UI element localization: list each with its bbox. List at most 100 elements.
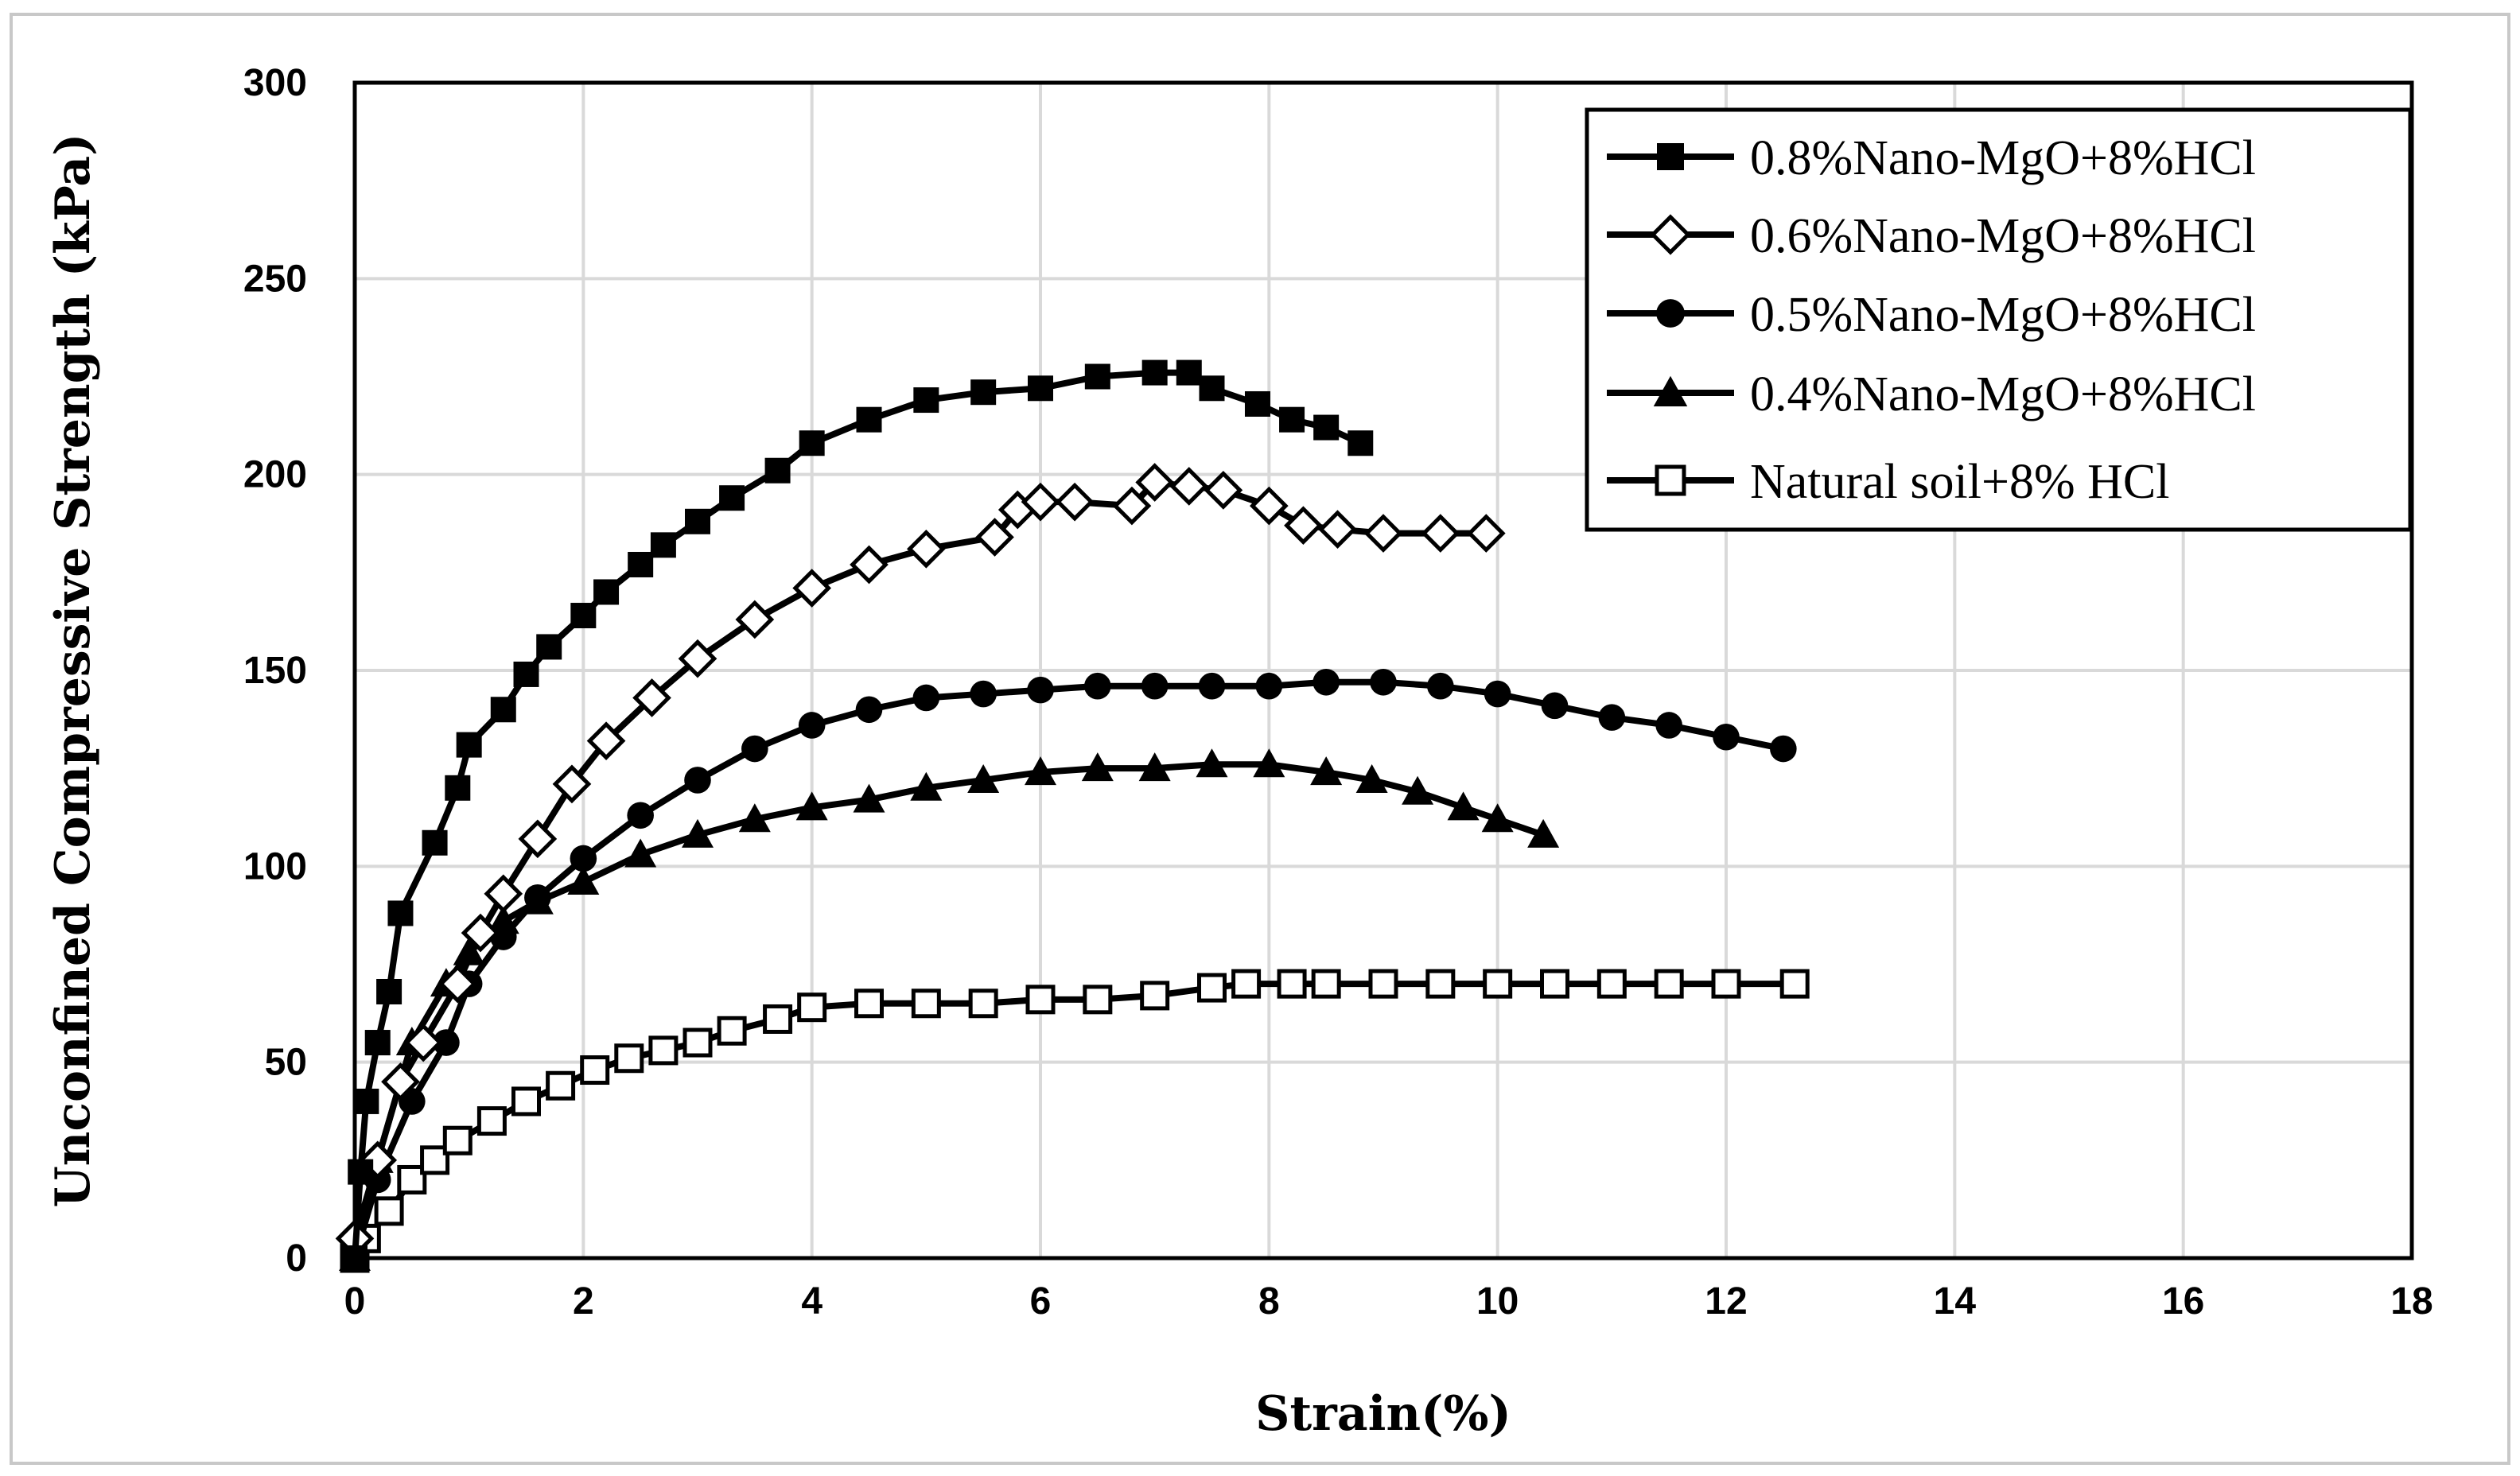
data-point-diamond bbox=[735, 600, 775, 639]
series-line bbox=[352, 981, 1799, 1261]
y-tick-label: 50 bbox=[265, 1042, 307, 1084]
data-point-circle bbox=[1656, 299, 1685, 328]
legend-entry: 0.4%Nano-MgO+8%HCl bbox=[1607, 367, 2256, 421]
data-point-triangle bbox=[853, 783, 885, 813]
data-point-open-square bbox=[1483, 969, 1513, 999]
data-point-circle bbox=[1198, 672, 1226, 700]
data-point-circle bbox=[1027, 676, 1054, 704]
y-tick-label: 150 bbox=[243, 650, 307, 692]
data-point-open-square bbox=[546, 1070, 576, 1101]
data-point-open-square bbox=[797, 992, 827, 1023]
data-point-square bbox=[422, 829, 448, 856]
data-point-diamond bbox=[850, 545, 889, 585]
x-axis-title: Strain(%) bbox=[1255, 1386, 1511, 1442]
data-point-square bbox=[364, 1030, 391, 1056]
data-point-diamond bbox=[403, 1023, 443, 1062]
data-point-circle bbox=[1255, 672, 1283, 700]
data-point-square bbox=[1199, 375, 1225, 402]
data-point-open-square bbox=[511, 1086, 541, 1117]
data-point-circle bbox=[1655, 712, 1682, 739]
data-point-square bbox=[970, 379, 997, 406]
data-point-circle bbox=[798, 712, 826, 739]
data-point-square bbox=[1176, 359, 1202, 386]
data-point-square bbox=[1313, 414, 1340, 441]
data-point-square bbox=[628, 551, 654, 577]
plot-area-frame bbox=[352, 80, 2414, 1260]
data-point-diamond bbox=[1204, 471, 1243, 510]
data-point-square bbox=[913, 387, 939, 414]
data-point-open-square bbox=[1025, 985, 1056, 1015]
data-point-square bbox=[490, 697, 516, 723]
data-point-open-square bbox=[1711, 969, 1741, 999]
data-point-open-square bbox=[911, 989, 941, 1019]
series-layer bbox=[335, 359, 1810, 1273]
data-point-square bbox=[570, 603, 597, 629]
data-point-open-square bbox=[1654, 969, 1684, 999]
data-point-diamond bbox=[438, 964, 477, 1004]
data-point-diamond bbox=[1284, 506, 1323, 546]
data-point-circle bbox=[1427, 672, 1454, 700]
data-point-square bbox=[1657, 143, 1684, 170]
data-point-square bbox=[856, 406, 882, 433]
data-point-circle bbox=[1370, 668, 1397, 696]
data-point-open-square bbox=[442, 1125, 472, 1156]
data-point-circle bbox=[684, 767, 711, 794]
legend-box bbox=[1585, 107, 2413, 532]
data-point-open-square bbox=[763, 1004, 793, 1034]
data-point-open-square bbox=[1540, 969, 1569, 999]
legend: 0.8%Nano-MgO+8%HCl 0.6%Nano-MgO+8%HCl 0.5%… bbox=[1585, 107, 2413, 532]
data-point-circle bbox=[1598, 704, 1626, 731]
x-tick-label: 2 bbox=[573, 1280, 594, 1323]
data-point-diamond bbox=[975, 518, 1014, 557]
data-point-diamond bbox=[1249, 486, 1289, 526]
data-point-open-square bbox=[682, 1027, 713, 1058]
y-tick-label: 0 bbox=[286, 1237, 307, 1280]
data-point-square bbox=[650, 532, 676, 558]
data-point-open-square bbox=[1425, 969, 1456, 999]
data-point-circle bbox=[570, 845, 597, 872]
data-point-circle bbox=[1713, 723, 1740, 751]
x-tick-label: 10 bbox=[1476, 1280, 1519, 1323]
legend-label: 0.5%Nano-MgO+8%HCl bbox=[1750, 288, 2256, 342]
data-point-open-square bbox=[374, 1196, 404, 1226]
data-point-open-square bbox=[1779, 969, 1810, 999]
data-point-diamond bbox=[792, 569, 832, 608]
data-point-triangle bbox=[1447, 791, 1480, 821]
data-point-square bbox=[1279, 406, 1305, 433]
legend-label: 0.4%Nano-MgO+8%HCl bbox=[1750, 367, 2256, 421]
data-point-triangle bbox=[1138, 752, 1171, 782]
data-point-circle bbox=[1484, 680, 1511, 708]
data-point-diamond bbox=[1169, 467, 1209, 506]
data-point-diamond bbox=[1318, 510, 1357, 549]
data-point-open-square bbox=[1368, 969, 1398, 999]
data-point-triangle bbox=[1081, 752, 1114, 782]
data-point-triangle bbox=[967, 763, 1000, 793]
y-tick-label: 100 bbox=[243, 845, 307, 888]
data-point-square bbox=[685, 508, 710, 534]
legend-entry: 0.5%Nano-MgO+8%HCl bbox=[1607, 288, 2256, 342]
series-3 bbox=[341, 668, 1797, 1272]
data-point-diamond bbox=[632, 678, 671, 717]
data-point-triangle bbox=[795, 791, 828, 821]
data-point-triangle bbox=[910, 771, 943, 801]
data-point-open-square bbox=[1083, 985, 1113, 1015]
data-point-diamond bbox=[1021, 482, 1060, 522]
data-point-triangle bbox=[567, 866, 600, 895]
data-point-open-square bbox=[1311, 969, 1341, 999]
data-point-diamond bbox=[484, 874, 523, 914]
data-point-circle bbox=[855, 696, 883, 724]
data-point-open-square bbox=[580, 1055, 610, 1086]
data-point-circle bbox=[1141, 672, 1169, 700]
data-point-circle bbox=[970, 680, 997, 708]
data-point-circle bbox=[524, 884, 551, 911]
legend-entry: 0.8%Nano-MgO+8%HCl bbox=[1607, 131, 2256, 185]
data-point-square bbox=[513, 661, 539, 687]
data-point-diamond bbox=[552, 764, 592, 804]
data-point-open-square bbox=[648, 1035, 679, 1066]
data-point-square bbox=[445, 775, 471, 801]
data-point-open-square bbox=[1140, 981, 1170, 1011]
data-point-square bbox=[342, 1245, 368, 1271]
data-point-circle bbox=[1312, 668, 1340, 696]
legend-entry: 0.6%Nano-MgO+8%HCl bbox=[1607, 209, 2256, 263]
data-point-triangle bbox=[1355, 763, 1388, 793]
